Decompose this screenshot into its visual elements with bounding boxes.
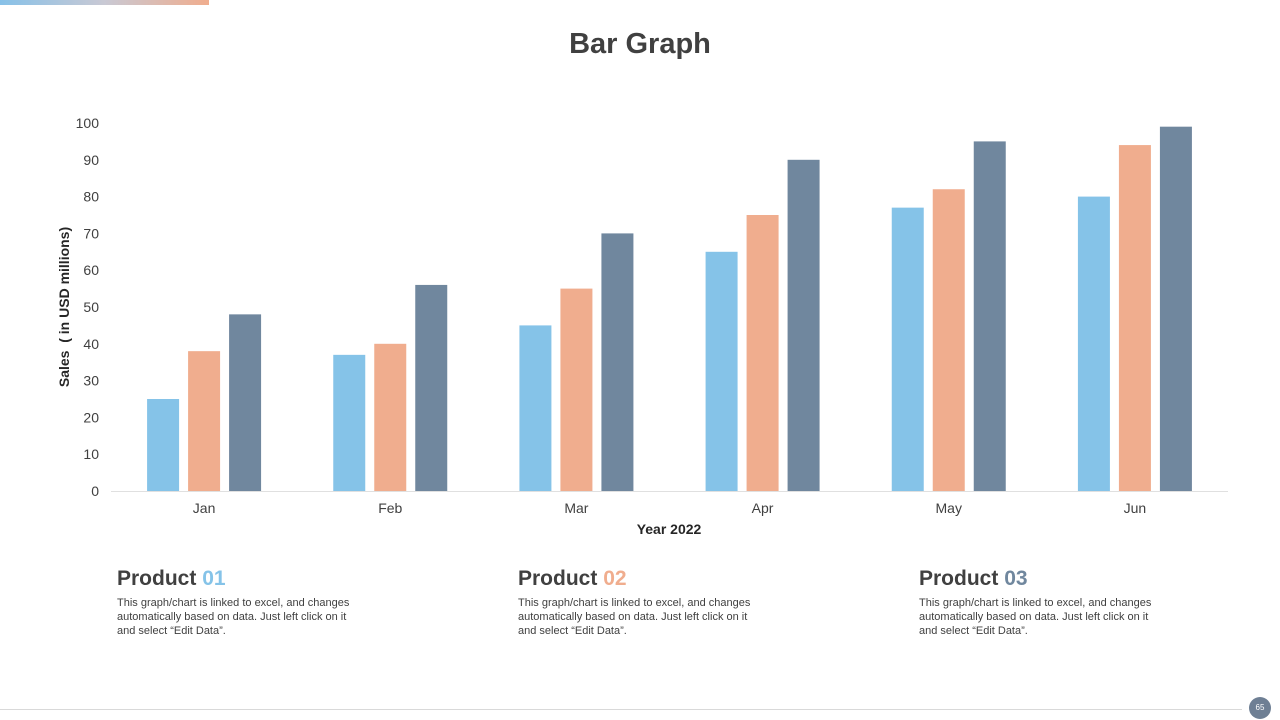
bar-chart: 0 10 20 30 40 50 60 70 80 90 100 Jan Feb Mar Apr May Jun… (56, 115, 1228, 537)
product-label-01: Product (117, 567, 197, 590)
product-title-01: Product 01 (117, 566, 357, 592)
product-number-03: 03 (1004, 567, 1028, 590)
top-accent-bar (0, 0, 209, 5)
y-tick-label-30: 30 (83, 373, 99, 389)
bar-mar-product-01 (519, 325, 552, 491)
y-tick-label-80: 80 (83, 189, 99, 205)
bar-feb-product-02 (374, 343, 407, 491)
y-tick-label-10: 10 (83, 446, 99, 462)
bar-jan-product-02 (188, 351, 221, 491)
bar-may-product-01 (891, 207, 924, 491)
product-description-02: This graph/chart is linked to excel, and… (518, 597, 751, 637)
bar-mar-product-03 (601, 233, 634, 491)
bar-apr-product-03 (787, 159, 820, 492)
bar-jan-product-03 (229, 314, 262, 491)
y-tick-label-50: 50 (83, 299, 99, 315)
bar-jun-product-02 (1118, 145, 1151, 491)
bar-mar-product-02 (560, 288, 593, 491)
product-description-01: This graph/chart is linked to excel, and… (117, 597, 350, 637)
y-tick-label-90: 90 (83, 152, 99, 168)
product-block-01: Product 01 This graph/chart is linked to… (117, 566, 357, 638)
y-tick-label-100: 100 (76, 115, 100, 131)
page-number-badge: 65 (1249, 697, 1271, 719)
bar-jan-product-01 (147, 399, 180, 491)
y-tick-label-60: 60 (83, 262, 99, 278)
x-tick-label-apr: Apr (752, 500, 774, 516)
product-number-01: 01 (202, 567, 226, 590)
bar-jun-product-01 (1077, 196, 1110, 491)
bar-jun-product-03 (1159, 126, 1192, 492)
x-axis-title: Year 2022 (637, 521, 702, 537)
y-tick-label-0: 0 (91, 483, 99, 499)
x-tick-label-may: May (936, 500, 962, 516)
y-tick-label-70: 70 (83, 225, 99, 241)
footer-divider (0, 709, 1242, 710)
bar-apr-product-01 (705, 251, 738, 491)
product-block-02: Product 02 This graph/chart is linked to… (518, 566, 758, 638)
x-tick-label-mar: Mar (564, 500, 588, 516)
product-title-03: Product 03 (919, 566, 1159, 592)
product-block-03: Product 03 This graph/chart is linked to… (919, 566, 1159, 638)
product-label-03: Product (919, 567, 999, 590)
x-tick-label-feb: Feb (378, 500, 402, 516)
bar-may-product-03 (973, 141, 1006, 491)
slide-title: Bar Graph (569, 28, 711, 60)
bar-may-product-02 (932, 189, 965, 492)
x-tick-label-jan: Jan (193, 500, 216, 516)
product-number-02: 02 (603, 567, 627, 590)
product-title-02: Product 02 (518, 566, 758, 592)
product-label-02: Product (518, 567, 598, 590)
bar-apr-product-02 (746, 215, 779, 491)
product-description-03: This graph/chart is linked to excel, and… (919, 597, 1152, 637)
y-axis-title: Sales ( in USD millions) (56, 227, 72, 387)
bar-feb-product-01 (333, 354, 366, 491)
bar-feb-product-03 (415, 284, 448, 491)
y-tick-label-40: 40 (83, 336, 99, 352)
y-tick-label-20: 20 (83, 409, 99, 425)
x-tick-label-jun: Jun (1124, 500, 1147, 516)
